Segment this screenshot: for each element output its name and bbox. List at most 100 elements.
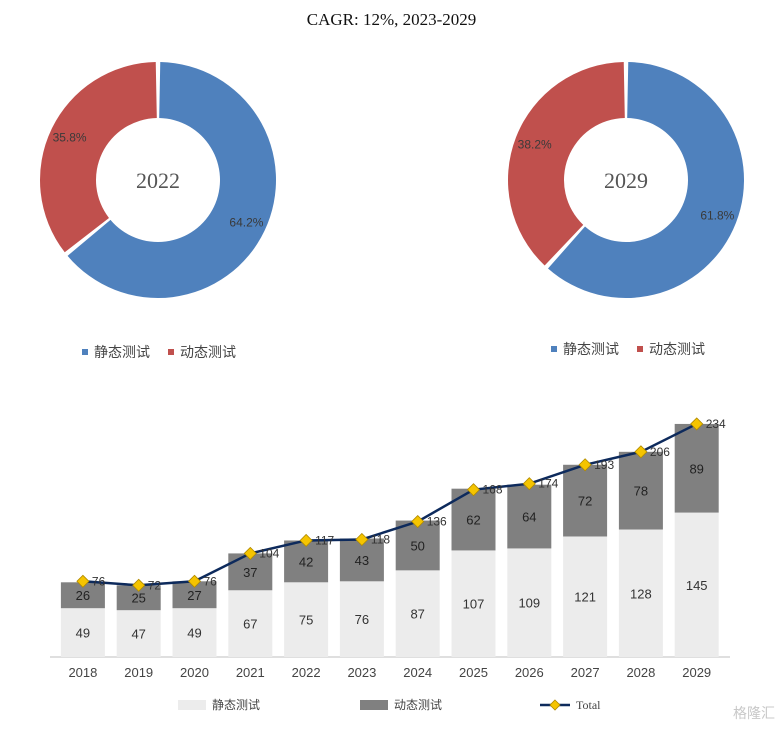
donut-slice-label: 64.2% (229, 215, 263, 229)
bar-dynamic (395, 520, 440, 571)
bar-dynamic (674, 423, 719, 513)
donut-slice-static (67, 62, 277, 298)
legend-label-static: 静态测试 (212, 697, 260, 712)
bar-static (563, 536, 608, 657)
total-label: 234 (706, 417, 726, 431)
legend-item-dynamic: 动态测试 (168, 342, 236, 362)
x-tick-label: 2019 (124, 665, 153, 680)
x-tick-label: 2022 (292, 665, 321, 680)
donut-slice-static (547, 62, 744, 298)
total-label: 76 (92, 574, 106, 588)
bar-static (228, 590, 273, 657)
legend-label-static: 静态测试 (94, 344, 150, 360)
total-marker (187, 574, 202, 588)
bar-dynamic (284, 540, 329, 583)
bar-static-label: 49 (187, 626, 201, 641)
bar-static-label: 87 (410, 607, 424, 622)
total-marker (522, 477, 536, 491)
legend-swatch-dynamic (360, 700, 388, 710)
legend-item-static: 静态测试 (551, 339, 619, 359)
donut-slice-label: 38.2% (518, 137, 552, 151)
total-label: 174 (538, 477, 558, 491)
x-tick-label: 2025 (459, 665, 488, 680)
total-marker (76, 574, 90, 588)
bar-static-label: 67 (243, 617, 257, 632)
bar-dynamic (618, 451, 663, 530)
bar-dynamic-label: 62 (466, 513, 480, 528)
bar-static-label: 121 (574, 590, 596, 605)
x-tick-label: 2021 (236, 665, 265, 680)
total-marker (355, 532, 369, 547)
total-label: 136 (427, 515, 447, 529)
donut-chart-2029: 61.8% 38.2% 2029 (508, 62, 744, 298)
legend-label-total: Total (576, 698, 601, 712)
bar-dynamic-label: 26 (76, 588, 90, 603)
legend-swatch-dynamic (168, 349, 174, 355)
bar-static (674, 512, 719, 657)
x-tick-label: 2024 (403, 665, 432, 680)
donut-legend-2022: 静态测试 动态测试 (82, 342, 236, 362)
bar-static-label: 107 (463, 597, 485, 612)
bar-static (339, 581, 384, 657)
bar-dynamic-label: 27 (187, 588, 201, 603)
total-label: 193 (594, 458, 614, 472)
bar-static-label: 75 (299, 613, 313, 628)
total-line (82, 422, 698, 587)
bar-static (60, 608, 105, 657)
bar-static-label: 49 (76, 626, 90, 641)
bar-static (618, 529, 663, 657)
total-marker (466, 483, 481, 497)
total-marker (578, 458, 592, 472)
total-label: 117 (315, 533, 334, 547)
legend-label-static: 静态测试 (563, 341, 619, 357)
total-label: 168 (483, 483, 503, 497)
donut-slice-dynamic (40, 62, 157, 253)
bar-static-label: 145 (686, 578, 708, 593)
bar-static (284, 582, 329, 657)
bar-dynamic (563, 464, 608, 537)
bar-dynamic-label: 42 (299, 554, 313, 569)
watermark: 格隆汇 (733, 705, 775, 721)
legend-swatch-static (551, 346, 557, 352)
bar-dynamic-label: 37 (243, 565, 257, 580)
x-tick-label: 2029 (682, 665, 711, 680)
legend-label-dynamic: 动态测试 (180, 344, 236, 360)
donut-chart-2022: 64.2% 35.8% 2022 (40, 62, 277, 298)
total-label: 72 (148, 578, 162, 592)
total-marker (634, 445, 648, 459)
bar-dynamic-label: 64 (522, 510, 536, 525)
bar-static-label: 47 (131, 627, 145, 642)
total-label: 104 (259, 546, 279, 560)
legend-swatch-static (178, 700, 206, 710)
bar-dynamic-label: 72 (578, 494, 592, 509)
x-tick-label: 2018 (68, 665, 97, 680)
total-marker (243, 546, 257, 560)
legend-marker-total (549, 699, 561, 711)
bar-static-label: 128 (630, 586, 652, 601)
bar-dynamic (507, 484, 552, 549)
total-label: 118 (371, 532, 390, 546)
bar-dynamic-label: 89 (689, 461, 703, 476)
bar-static (451, 550, 496, 657)
bar-static (507, 548, 552, 657)
bar-dynamic-label: 78 (634, 484, 648, 499)
bar-dynamic-label: 25 (131, 591, 145, 606)
x-tick-label: 2027 (571, 665, 600, 680)
bar-dynamic-label: 43 (355, 553, 369, 568)
x-tick-label: 2028 (626, 665, 655, 680)
legend-item-dynamic: 动态测试 (637, 339, 705, 359)
bar-dynamic-label: 50 (410, 538, 424, 553)
total-marker (132, 578, 146, 592)
legend-swatch-static (82, 349, 88, 355)
legend-label-dynamic: 动态测试 (394, 697, 442, 712)
total-label: 76 (204, 574, 218, 588)
bar-static-label: 76 (355, 612, 369, 627)
donut-center-label: 2029 (604, 168, 648, 193)
legend-swatch-dynamic (637, 346, 643, 352)
total-marker (299, 533, 313, 548)
donut-center-label: 2022 (136, 168, 180, 193)
x-tick-label: 2020 (180, 665, 209, 680)
total-marker (690, 417, 704, 431)
bar-static (116, 610, 161, 657)
bar-static (395, 570, 440, 657)
